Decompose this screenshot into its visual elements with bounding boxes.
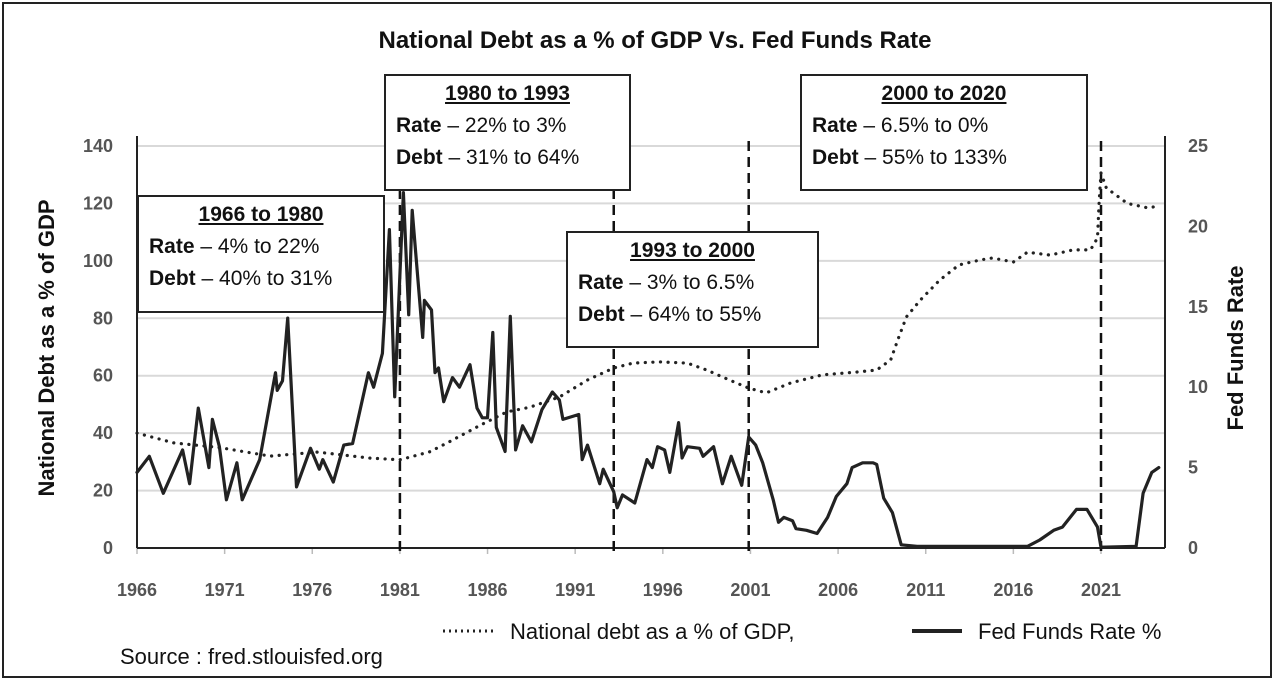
legend-debt-label: National debt as a % of GDP, <box>510 619 795 644</box>
annotation-rate-label: Rate <box>812 114 858 137</box>
y-right-tick-label: 20 <box>1188 216 1208 236</box>
annotation-title: 1993 to 2000 <box>630 239 755 262</box>
y-left-tick-label: 0 <box>103 538 113 558</box>
annotation-rate-text: – 22% to 3% <box>441 114 567 137</box>
y-left-tick-label: 100 <box>83 251 113 271</box>
y-axis-right-title: Fed Funds Rate <box>1223 265 1248 430</box>
annotation-debt-text: – 64% to 55% <box>624 303 762 326</box>
annotation-debt-label: Debt <box>578 303 625 326</box>
x-tick-label: 1981 <box>380 580 420 600</box>
x-tick-label: 1996 <box>643 580 683 600</box>
annotation-rate-text: – 6.5% to 0% <box>857 114 989 137</box>
fed-funds-rate-line <box>135 191 1161 549</box>
y-right-tick-label: 15 <box>1188 297 1208 317</box>
annotation-debt-text: – 31% to 64% <box>442 146 580 169</box>
annotation-title: 2000 to 2020 <box>881 82 1007 105</box>
annotation-rate-label: Rate <box>578 271 624 294</box>
y-right-tick-label: 25 <box>1188 136 1208 156</box>
annotation-title: 1966 to 1980 <box>198 203 324 226</box>
x-tick-label: 2011 <box>906 580 945 600</box>
x-tick-label: 1966 <box>117 580 157 600</box>
annotation-title: 1980 to 1993 <box>445 82 570 105</box>
chart-title: National Debt as a % of GDP Vs. Fed Fund… <box>379 27 932 54</box>
y-left-tick-label: 120 <box>83 193 113 213</box>
y-left-tick-label: 20 <box>93 481 113 501</box>
annotation-rate-text: – 3% to 6.5% <box>623 271 755 294</box>
legend-rate-label: Fed Funds Rate % <box>978 619 1161 644</box>
x-tick-label: 1976 <box>292 580 332 600</box>
annotation-1993-2000: 1993 to 2000 Rate – 3% to 6.5% Debt – 64… <box>566 231 819 348</box>
y-left-tick-label: 40 <box>93 423 113 443</box>
y-right-tick-label: 0 <box>1188 538 1198 558</box>
x-tick-label: 1991 <box>555 580 595 600</box>
annotation-rate-text: – 4% to 22% <box>194 235 320 258</box>
annotation-rate-label: Rate <box>149 235 195 258</box>
x-tick-label: 1971 <box>205 580 245 600</box>
y-left-tick-label: 140 <box>83 136 113 156</box>
x-tick-label: 2021 <box>1081 580 1121 600</box>
annotation-debt-label: Debt <box>396 146 443 169</box>
annotation-1966-1980: 1966 to 1980 Rate – 4% to 22% Debt – 40%… <box>137 195 385 313</box>
x-tick-label: 2016 <box>993 580 1033 600</box>
annotation-debt-text: – 55% to 133% <box>858 146 1007 169</box>
y-left-tick-label: 60 <box>93 366 113 386</box>
x-tick-label: 2001 <box>730 580 770 600</box>
annotation-rate-label: Rate <box>396 114 442 137</box>
source-note: Source : fred.stlouisfed.org <box>120 644 383 669</box>
y-axis-left-title: National Debt as a % of GDP <box>34 199 59 496</box>
legend: National debt as a % of GDP, Fed Funds R… <box>443 619 1161 644</box>
annotation-debt-text: – 40% to 31% <box>195 267 333 290</box>
x-tick-label: 1986 <box>468 580 508 600</box>
y-left-tick-label: 80 <box>93 308 113 328</box>
chart-frame <box>2 2 1272 678</box>
annotation-debt-label: Debt <box>149 267 196 290</box>
annotation-debt-label: Debt <box>812 146 859 169</box>
x-tick-label: 2006 <box>818 580 858 600</box>
annotation-2000-2020: 2000 to 2020 Rate – 6.5% to 0% Debt – 55… <box>800 74 1088 191</box>
y-right-tick-label: 5 <box>1188 458 1198 478</box>
y-right-tick-label: 10 <box>1188 377 1208 397</box>
annotation-1980-1993: 1980 to 1993 Rate – 22% to 3% Debt – 31%… <box>384 74 631 191</box>
